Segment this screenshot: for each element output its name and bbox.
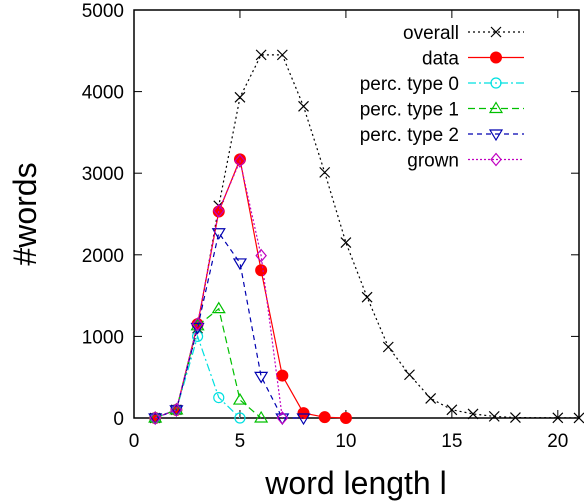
data-point <box>211 301 226 314</box>
legend-label: data <box>422 49 459 70</box>
x-tick-label: 0 <box>129 431 140 452</box>
series-layer <box>148 49 584 426</box>
data-point <box>276 411 289 425</box>
legend: overall data perc. type 0 perc. type 1 perc.… <box>360 23 524 172</box>
x-tick-label: 5 <box>235 431 246 452</box>
legend-swatch-marker <box>488 129 504 142</box>
y-tick-label: 0 <box>113 409 124 430</box>
series-line <box>154 54 580 419</box>
y-tick-label: 4000 <box>82 83 124 104</box>
data-point <box>361 291 373 303</box>
data-point <box>232 392 248 405</box>
data-point <box>190 322 205 335</box>
data-point <box>552 412 564 424</box>
data-point <box>276 49 288 61</box>
legend-item: overall <box>403 23 524 44</box>
series-line <box>154 334 241 419</box>
x-axis-title: word length l <box>264 465 446 501</box>
data-point <box>254 371 269 384</box>
data-point <box>382 341 394 353</box>
data-point <box>234 154 246 168</box>
data-point <box>169 402 184 415</box>
series-5 <box>149 154 289 425</box>
legend-swatch-marker <box>490 77 502 89</box>
data-point <box>211 228 226 240</box>
data-point <box>339 412 352 424</box>
series-4 <box>148 228 311 426</box>
data-point <box>276 369 289 382</box>
legend-label: perc. type 2 <box>360 125 459 146</box>
data-point <box>404 369 415 381</box>
legend-item: grown <box>407 151 524 172</box>
y-axis-title: #words <box>7 162 43 265</box>
data-point <box>234 412 246 424</box>
data-point <box>191 330 204 342</box>
legend-item: perc. type 0 <box>360 74 524 95</box>
data-point <box>467 408 479 420</box>
x-tick-label: 10 <box>335 431 356 452</box>
data-point <box>296 413 311 426</box>
legend-item: perc. type 1 <box>360 100 524 121</box>
data-point <box>318 411 331 424</box>
legend-label: perc. type 0 <box>360 74 459 95</box>
data-point <box>573 412 584 424</box>
data-point <box>232 258 248 271</box>
data-point <box>510 412 521 424</box>
legend-swatch-marker <box>490 152 502 167</box>
legend-swatch-marker <box>490 26 502 38</box>
legend-label: grown <box>407 151 459 172</box>
data-point <box>425 392 437 404</box>
data-point <box>191 317 204 332</box>
legend-item: perc. type 2 <box>360 125 524 146</box>
legend-label: perc. type 1 <box>360 100 459 121</box>
data-point <box>255 264 268 277</box>
data-point <box>446 404 458 416</box>
data-point <box>149 411 161 425</box>
data-point <box>170 402 183 417</box>
legend-swatch-marker <box>490 51 502 64</box>
x-tick-label: 15 <box>441 431 462 452</box>
data-point <box>254 410 269 423</box>
data-point <box>234 91 246 103</box>
data-point <box>297 407 310 420</box>
data-point <box>169 405 184 418</box>
series-3 <box>148 301 269 423</box>
y-tick-label: 2000 <box>82 246 124 267</box>
series-line <box>154 159 283 419</box>
series-2 <box>149 330 246 424</box>
series-line <box>154 231 304 419</box>
data-point <box>255 248 267 263</box>
plot-frame <box>133 9 580 419</box>
legend-item: data <box>422 49 524 70</box>
data-point <box>488 410 500 422</box>
legend-swatch-marker <box>488 101 504 114</box>
data-point <box>148 413 163 426</box>
data-point <box>340 237 352 248</box>
legend-label: overall <box>403 23 459 44</box>
x-tick-label: 20 <box>547 431 568 452</box>
y-tick-label: 1000 <box>82 327 124 348</box>
axis-ticks: 0 5 10 15 20 0 1000 2000 3000 4000 5000 <box>82 1 579 452</box>
data-point <box>255 49 267 61</box>
data-point <box>233 153 246 166</box>
data-point <box>298 100 309 112</box>
y-tick-label: 3000 <box>82 164 124 185</box>
data-point <box>319 166 331 178</box>
data-point <box>212 203 225 218</box>
data-point <box>213 392 225 404</box>
y-tick-label: 5000 <box>82 1 124 22</box>
series-line <box>154 307 262 419</box>
series-1 <box>149 153 352 424</box>
